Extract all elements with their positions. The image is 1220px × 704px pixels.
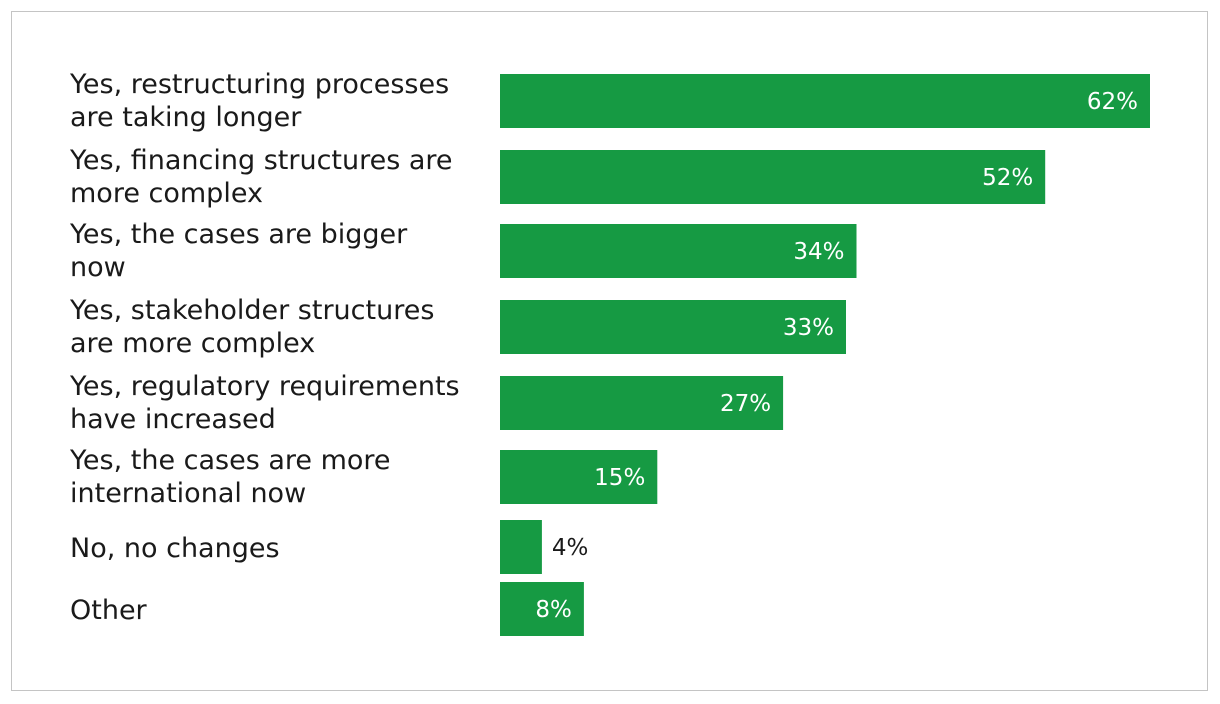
category-label-5-0: Yes, the cases are more [69, 445, 391, 476]
value-label-2: 34% [793, 239, 844, 265]
value-label-5: 15% [594, 465, 645, 491]
value-label-7: 8% [535, 597, 572, 623]
bar-1 [500, 150, 1046, 204]
category-label-4-1: have increased [70, 404, 276, 435]
value-label-6: 4% [552, 535, 589, 561]
category-label-7-0: Other [70, 595, 148, 626]
bar-7 [500, 582, 584, 636]
bar-6 [500, 520, 542, 574]
category-label-2-1: now [70, 252, 126, 283]
category-label-2-0: Yes, the cases are bigger [69, 219, 408, 250]
bar-2 [500, 224, 857, 278]
value-label-3: 33% [783, 315, 834, 341]
value-label-0: 62% [1087, 89, 1138, 115]
category-label-4-0: Yes, regulatory requirements [69, 371, 460, 402]
value-label-1: 52% [982, 165, 1033, 191]
category-label-0-0: Yes, restructuring processes [69, 69, 449, 100]
category-label-6-0: No, no changes [70, 533, 280, 564]
category-label-0-1: are taking longer [70, 102, 302, 133]
category-label-1-1: more complex [70, 178, 263, 209]
bar-4 [500, 376, 784, 430]
bar-0 [500, 74, 1150, 128]
category-label-1-0: Yes, financing structures are [69, 145, 453, 176]
bar-5 [500, 450, 658, 504]
category-label-5-1: international now [70, 478, 306, 509]
category-label-3-0: Yes, stakeholder structures [69, 295, 434, 326]
value-label-4: 27% [720, 391, 771, 417]
bar-3 [500, 300, 846, 354]
category-label-3-1: are more complex [70, 328, 315, 359]
